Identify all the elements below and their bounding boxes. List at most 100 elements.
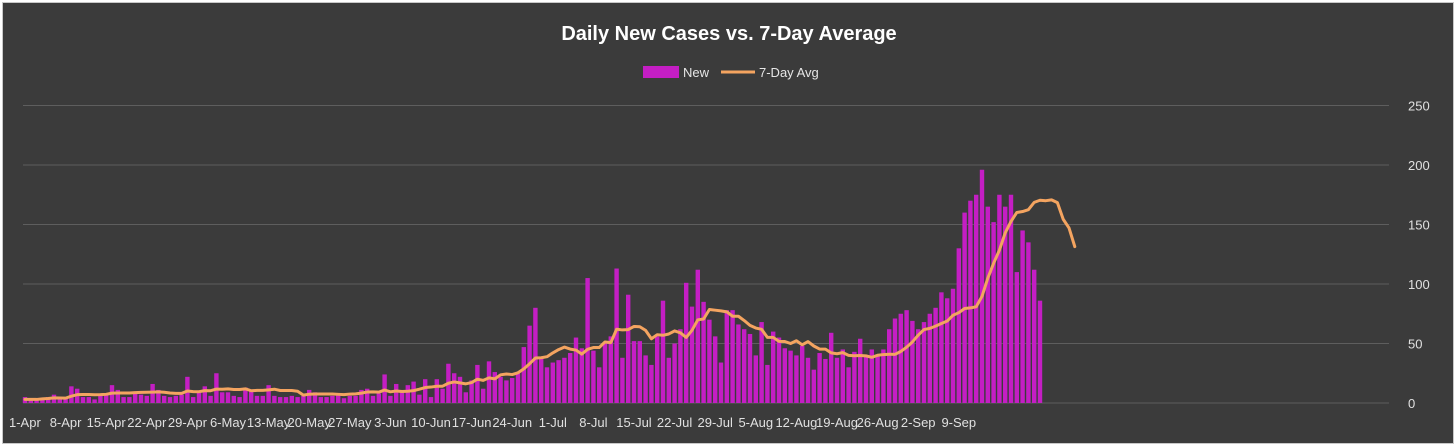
bar-new	[156, 389, 161, 403]
bar-new	[568, 353, 573, 403]
bar-new	[307, 389, 312, 403]
x-tick-label: 22-Apr	[127, 415, 167, 430]
bar-new	[921, 322, 927, 403]
bar-new	[887, 329, 892, 403]
bar-new	[173, 395, 178, 403]
x-tick-label: 8-Apr	[50, 415, 82, 430]
bar-new	[858, 338, 863, 403]
bar-new	[434, 379, 439, 403]
bar-new	[736, 324, 741, 403]
bar-new	[544, 367, 550, 403]
bar-new	[46, 397, 51, 403]
chart-title: Daily New Cases vs. 7-Day Average	[561, 23, 896, 45]
bar-new	[573, 337, 579, 403]
x-axis-ticks: 1-Apr 8-Apr 15-Apr 22-Apr 29-Apr 6-May 13-May2…	[9, 415, 976, 430]
bar-new	[266, 385, 271, 403]
bar-new	[498, 376, 503, 403]
bar-new	[701, 301, 706, 403]
bar-new	[771, 331, 776, 403]
bar-new	[202, 386, 207, 403]
y-tick-label: 100	[1408, 277, 1430, 292]
bar-new	[457, 376, 463, 403]
bar-new	[916, 329, 921, 403]
bar-new	[127, 397, 132, 403]
x-tick-label: 26-Aug	[857, 415, 899, 430]
bar-new	[863, 355, 869, 403]
bar-new	[811, 369, 816, 403]
bar-new	[655, 336, 660, 403]
legend-label-avg: 7-Day Avg	[759, 65, 819, 80]
bar-new	[852, 351, 857, 403]
bar-new	[80, 397, 86, 403]
bar-new	[179, 394, 184, 403]
bar-new	[133, 393, 138, 403]
bar-new	[463, 392, 468, 403]
bar-new	[167, 397, 173, 403]
bar-new	[249, 389, 254, 403]
bar-new	[834, 357, 840, 403]
bar-new	[411, 381, 416, 403]
bar-new	[475, 364, 480, 403]
bar-new	[144, 395, 149, 403]
bar-new	[63, 398, 68, 403]
bar-new	[753, 355, 758, 403]
x-tick-label: 1-Apr	[9, 415, 41, 430]
bar-new	[1003, 206, 1008, 403]
bar-new	[933, 307, 938, 403]
bar-new	[492, 372, 497, 403]
bar-new	[875, 355, 880, 403]
bar-new	[974, 194, 979, 403]
bar-new	[1014, 272, 1019, 403]
bar-new	[121, 397, 126, 403]
bar-new	[684, 282, 689, 403]
bar-new	[417, 394, 422, 403]
bar-new	[231, 395, 236, 403]
bar-new	[191, 397, 196, 403]
x-tick-label: 2-Sep	[901, 415, 936, 430]
bar-new	[289, 395, 294, 403]
legend: New 7-Day Avg	[643, 65, 819, 80]
bar-new	[92, 399, 97, 403]
bar-new	[550, 362, 555, 403]
bar-new	[28, 399, 33, 403]
bar-new	[86, 397, 91, 403]
bar-new	[782, 348, 787, 403]
bar-new	[318, 397, 323, 403]
bar-new	[312, 392, 318, 403]
bar-new	[220, 392, 225, 403]
bar-new	[452, 373, 457, 403]
bar-new	[370, 395, 376, 403]
bar-new	[800, 345, 805, 403]
x-tick-label: 24-Jun	[492, 415, 532, 430]
bar-new	[979, 169, 985, 403]
bar-new	[846, 367, 851, 403]
bar-new	[637, 341, 642, 403]
bar-new	[336, 394, 341, 403]
bar-new	[666, 357, 671, 403]
bar-new	[718, 362, 724, 403]
x-tick-label: 29-Apr	[168, 415, 208, 430]
x-tick-label: 10-Jun	[411, 415, 451, 430]
bar-new	[428, 397, 434, 403]
bar-new	[539, 357, 544, 403]
bar-new	[672, 343, 677, 403]
bar-new	[57, 399, 62, 403]
y-tick-label: 250	[1408, 99, 1430, 114]
bar-new	[115, 389, 120, 403]
bar-new	[556, 360, 561, 403]
bar-new	[794, 355, 799, 403]
bar-new	[98, 395, 103, 403]
bar-new	[602, 343, 608, 403]
bar-new	[405, 385, 410, 403]
x-tick-label: 5-Aug	[738, 415, 773, 430]
bar-series-new	[22, 169, 1043, 403]
bar-new	[898, 313, 903, 403]
x-tick-label: 3-Jun	[374, 415, 407, 430]
bar-new	[376, 393, 381, 403]
x-tick-label: 8-Jul	[579, 415, 607, 430]
bar-new	[353, 395, 358, 403]
bar-new	[597, 367, 602, 403]
bar-new	[365, 388, 370, 403]
bar-new	[34, 399, 39, 403]
